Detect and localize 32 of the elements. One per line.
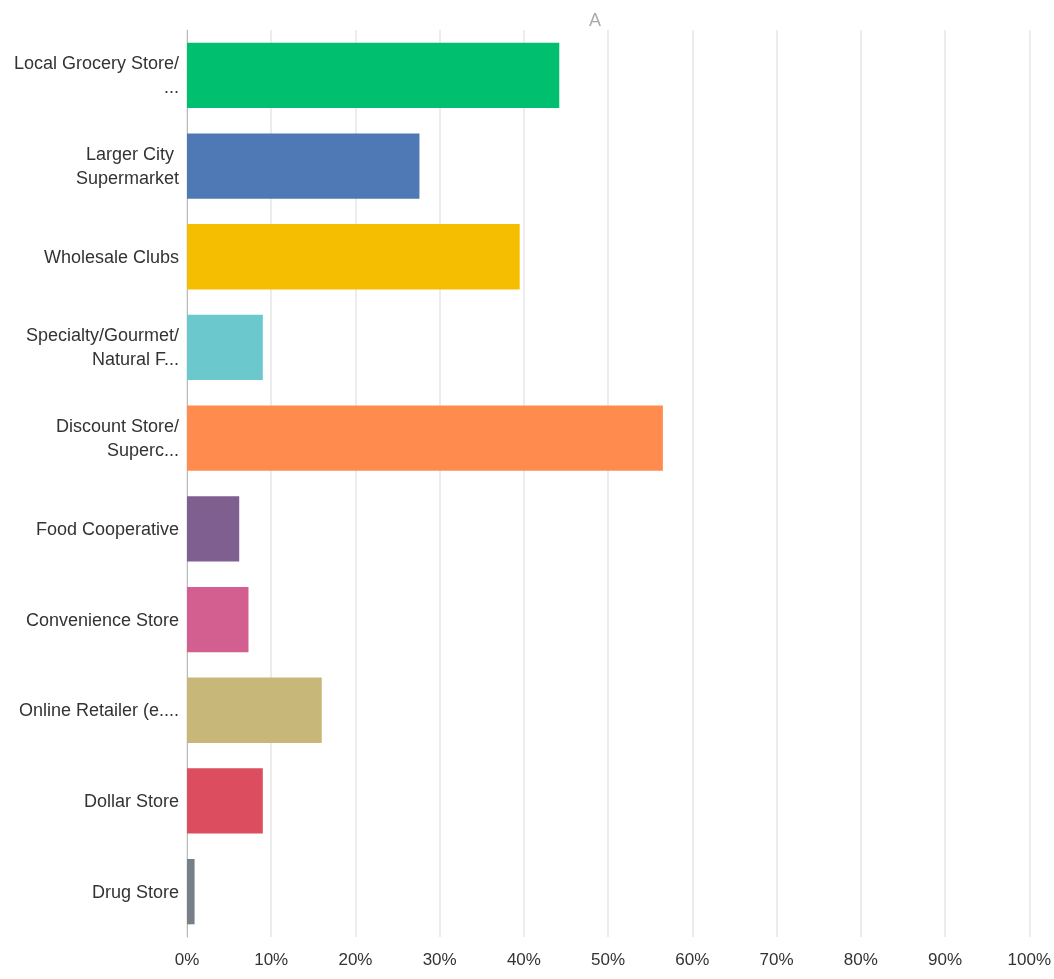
x-tick-label: 30% <box>422 950 457 969</box>
chart-title: A <box>588 10 602 30</box>
bar <box>187 133 420 199</box>
x-tick-label: 70% <box>759 950 794 969</box>
x-tick-label: 80% <box>843 950 878 969</box>
bar <box>187 405 663 471</box>
bar <box>187 42 560 108</box>
bar <box>187 314 263 381</box>
bar <box>187 677 322 743</box>
y-tick-label: Local Grocery Store/... <box>13 53 179 98</box>
x-tick-label: 50% <box>591 950 626 969</box>
y-tick-label: Wholesale Clubs <box>43 246 179 267</box>
y-tick-label: Food Cooperative <box>35 518 179 539</box>
bar <box>187 224 520 290</box>
y-tick-label: Dollar Store <box>83 790 179 811</box>
y-tick-label: Discount Store/Superc... <box>55 416 179 461</box>
bar <box>187 859 195 925</box>
x-tick-label: 10% <box>254 950 289 969</box>
x-tick-label: 100% <box>1007 950 1051 969</box>
x-tick-label: 20% <box>338 950 373 969</box>
y-tick-label: Convenience Store <box>25 609 179 630</box>
x-tick-label: 40% <box>506 950 541 969</box>
x-tick-label: 60% <box>675 950 710 969</box>
y-tick-label: Online Retailer (e.... <box>18 700 179 721</box>
x-tick-label: 90% <box>928 950 963 969</box>
x-tick-label: 0% <box>174 950 200 969</box>
y-tick-label: Drug Store <box>91 881 179 902</box>
y-tick-label: Larger City Supermarket <box>75 144 179 189</box>
bar <box>187 768 263 834</box>
y-tick-label: Specialty/Gourmet/Natural F... <box>25 325 179 370</box>
bar <box>187 496 240 562</box>
bar <box>187 586 249 653</box>
